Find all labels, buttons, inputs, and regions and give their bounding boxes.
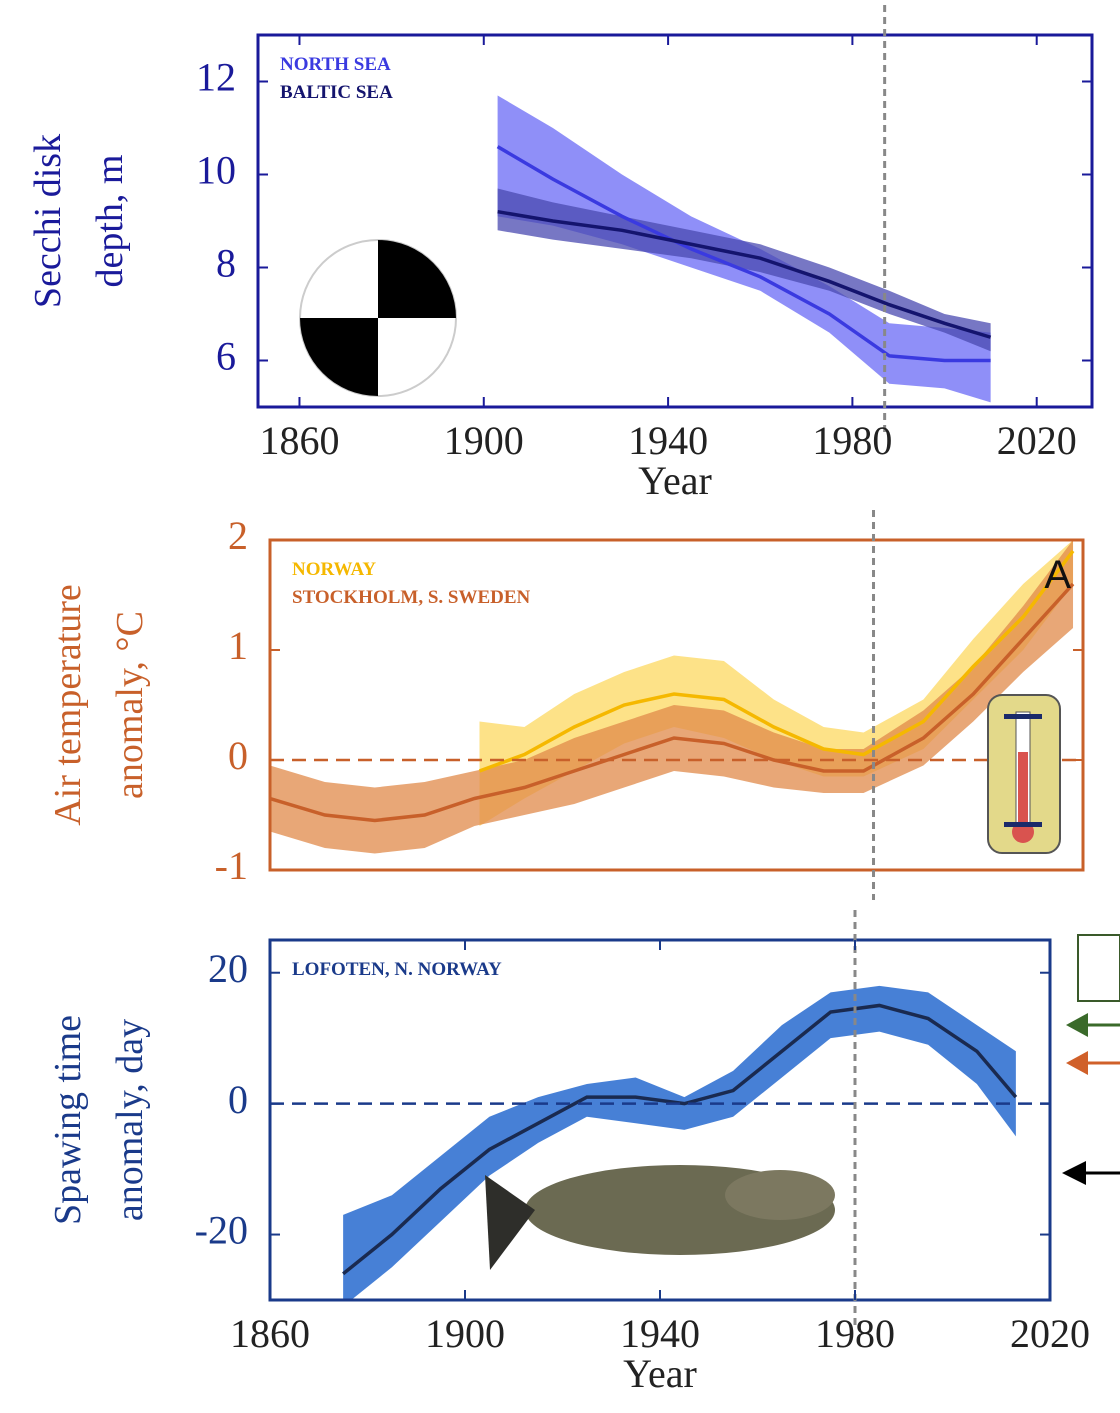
y-tick-label: 6 (216, 334, 236, 379)
y-tick-label: 12 (196, 55, 236, 100)
x-tick-label: 1940 (620, 1311, 700, 1356)
y-tick-label: 0 (228, 1077, 248, 1122)
figure: 68101218601900194019802020YearSecchi dis… (0, 0, 1120, 1413)
y-tick-label: 1 (228, 623, 248, 668)
x-tick-label: 1980 (815, 1311, 895, 1356)
y-tick-label: -20 (195, 1208, 248, 1253)
legend-entry: STOCKHOLM, S. SWEDEN (292, 587, 531, 608)
x-axis-label: Year (638, 458, 712, 503)
thermometer-icon (988, 695, 1060, 853)
y-tick-label: 20 (208, 946, 248, 991)
side-arrows (1062, 935, 1120, 1185)
x-tick-label: 1860 (230, 1311, 310, 1356)
legend-entry: NORTH SEA (280, 54, 391, 75)
y-tick-label: 10 (196, 148, 236, 193)
x-tick-label: 2020 (1010, 1311, 1090, 1356)
legend-entry: BALTIC SEA (280, 82, 393, 103)
y-axis-label: Air temperature (47, 584, 89, 826)
y-tick-label: -1 (215, 843, 248, 888)
confidence-band (343, 986, 1016, 1307)
cod-fish-icon (485, 1165, 835, 1270)
x-tick-label: 1980 (812, 418, 892, 463)
x-tick-label: 1900 (425, 1311, 505, 1356)
secchi-disk-icon (300, 240, 456, 396)
plot-data (270, 986, 1050, 1307)
y-axis-label: depth, m (89, 155, 131, 288)
y-axis-label: Spawing time (47, 1015, 89, 1225)
panel-annotation: A (1044, 553, 1071, 597)
y-axis-label: Secchi disk (27, 134, 69, 308)
x-tick-label: 1860 (259, 418, 339, 463)
x-tick-label: 1940 (628, 418, 708, 463)
y-tick-label: 8 (216, 241, 236, 286)
y-axis-label: anomaly, °C (109, 611, 151, 799)
y-tick-label: 0 (228, 733, 248, 778)
y-tick-label: 2 (228, 513, 248, 558)
x-axis-label: Year (623, 1351, 697, 1396)
x-tick-label: 2020 (997, 418, 1077, 463)
legend-entry: NORWAY (292, 559, 376, 580)
legend-entry: LOFOTEN, N. NORWAY (292, 959, 502, 980)
plot-data (498, 95, 991, 402)
y-axis-label: anomaly, day (109, 1019, 151, 1221)
x-tick-label: 1900 (444, 418, 524, 463)
